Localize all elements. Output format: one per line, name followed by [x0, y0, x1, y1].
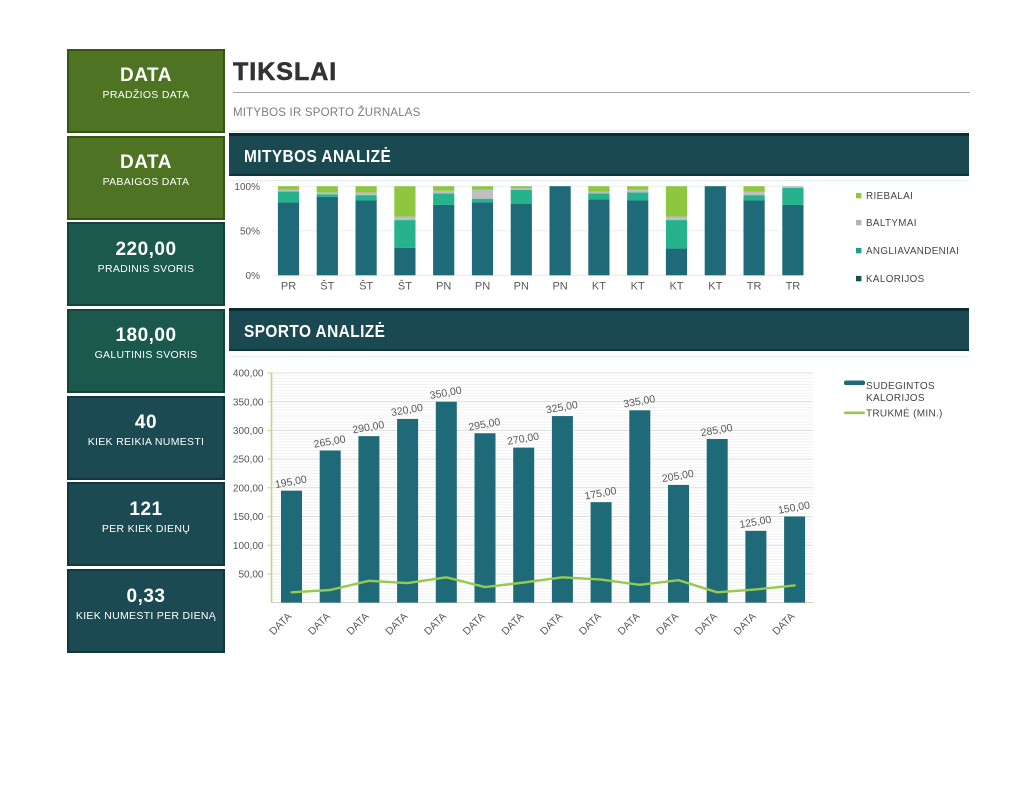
svg-text:DATA: DATA	[770, 611, 797, 638]
svg-text:DATA: DATA	[422, 611, 449, 638]
svg-text:KT: KT	[592, 280, 606, 292]
svg-text:400,00: 400,00	[233, 369, 264, 380]
svg-text:175,00: 175,00	[584, 485, 618, 502]
svg-text:DATA: DATA	[345, 611, 372, 638]
svg-text:0%: 0%	[246, 271, 261, 282]
svg-text:DATA: DATA	[732, 611, 759, 638]
svg-text:KALORIJOS: KALORIJOS	[866, 393, 925, 404]
svg-text:125,00: 125,00	[739, 514, 773, 531]
svg-text:DATA: DATA	[577, 611, 604, 638]
svg-text:KT: KT	[631, 280, 645, 292]
svg-text:350,00: 350,00	[233, 397, 264, 408]
svg-text:195,00: 195,00	[274, 474, 308, 491]
svg-text:DATA: DATA	[499, 611, 526, 638]
svg-text:PN: PN	[475, 280, 490, 292]
svg-text:TR: TR	[747, 280, 762, 292]
svg-text:DATA: DATA	[383, 611, 410, 638]
svg-text:ANGLIAVANDENIAI: ANGLIAVANDENIAI	[866, 246, 959, 257]
svg-text:320,00: 320,00	[390, 402, 424, 419]
svg-text:KALORIJOS: KALORIJOS	[866, 274, 925, 285]
svg-text:TRUKMĖ (MIN.): TRUKMĖ (MIN.)	[866, 407, 943, 420]
svg-text:DATA: DATA	[654, 611, 681, 638]
svg-text:RIEBALAI: RIEBALAI	[866, 191, 913, 202]
svg-text:270,00: 270,00	[506, 430, 540, 447]
svg-text:325,00: 325,00	[545, 399, 579, 416]
svg-text:DATA: DATA	[693, 611, 720, 638]
svg-text:DATA: DATA	[615, 611, 642, 638]
svg-text:100,00: 100,00	[233, 541, 264, 552]
svg-text:SUDEGINTOS: SUDEGINTOS	[866, 381, 935, 392]
svg-text:350,00: 350,00	[429, 385, 463, 402]
svg-text:100%: 100%	[234, 182, 260, 193]
svg-text:ŠT: ŠT	[398, 279, 412, 292]
svg-text:50,00: 50,00	[238, 570, 263, 581]
svg-text:285,00: 285,00	[700, 422, 734, 439]
svg-text:290,00: 290,00	[352, 419, 386, 436]
svg-text:DATA: DATA	[538, 611, 565, 638]
svg-text:DATA: DATA	[306, 611, 333, 638]
svg-text:DATA: DATA	[461, 611, 488, 638]
svg-text:200,00: 200,00	[233, 483, 264, 494]
svg-text:PN: PN	[552, 280, 567, 292]
svg-text:DATA: DATA	[267, 611, 294, 638]
svg-text:150,00: 150,00	[233, 512, 264, 523]
svg-text:205,00: 205,00	[661, 468, 695, 485]
svg-text:PR: PR	[281, 280, 296, 292]
svg-text:ŠT: ŠT	[320, 279, 334, 292]
svg-text:50%: 50%	[240, 226, 260, 237]
svg-text:PN: PN	[436, 280, 451, 292]
svg-text:BALTYMAI: BALTYMAI	[866, 218, 917, 229]
svg-text:265,00: 265,00	[313, 433, 347, 450]
svg-text:KT: KT	[669, 280, 683, 292]
svg-text:150,00: 150,00	[777, 499, 811, 516]
svg-text:300,00: 300,00	[233, 426, 264, 437]
svg-text:KT: KT	[708, 280, 722, 292]
svg-text:335,00: 335,00	[622, 393, 656, 410]
svg-text:295,00: 295,00	[468, 416, 502, 433]
svg-text:TR: TR	[786, 280, 801, 292]
svg-text:250,00: 250,00	[233, 455, 264, 466]
svg-text:PN: PN	[514, 280, 529, 292]
svg-text:ŠT: ŠT	[359, 279, 373, 292]
